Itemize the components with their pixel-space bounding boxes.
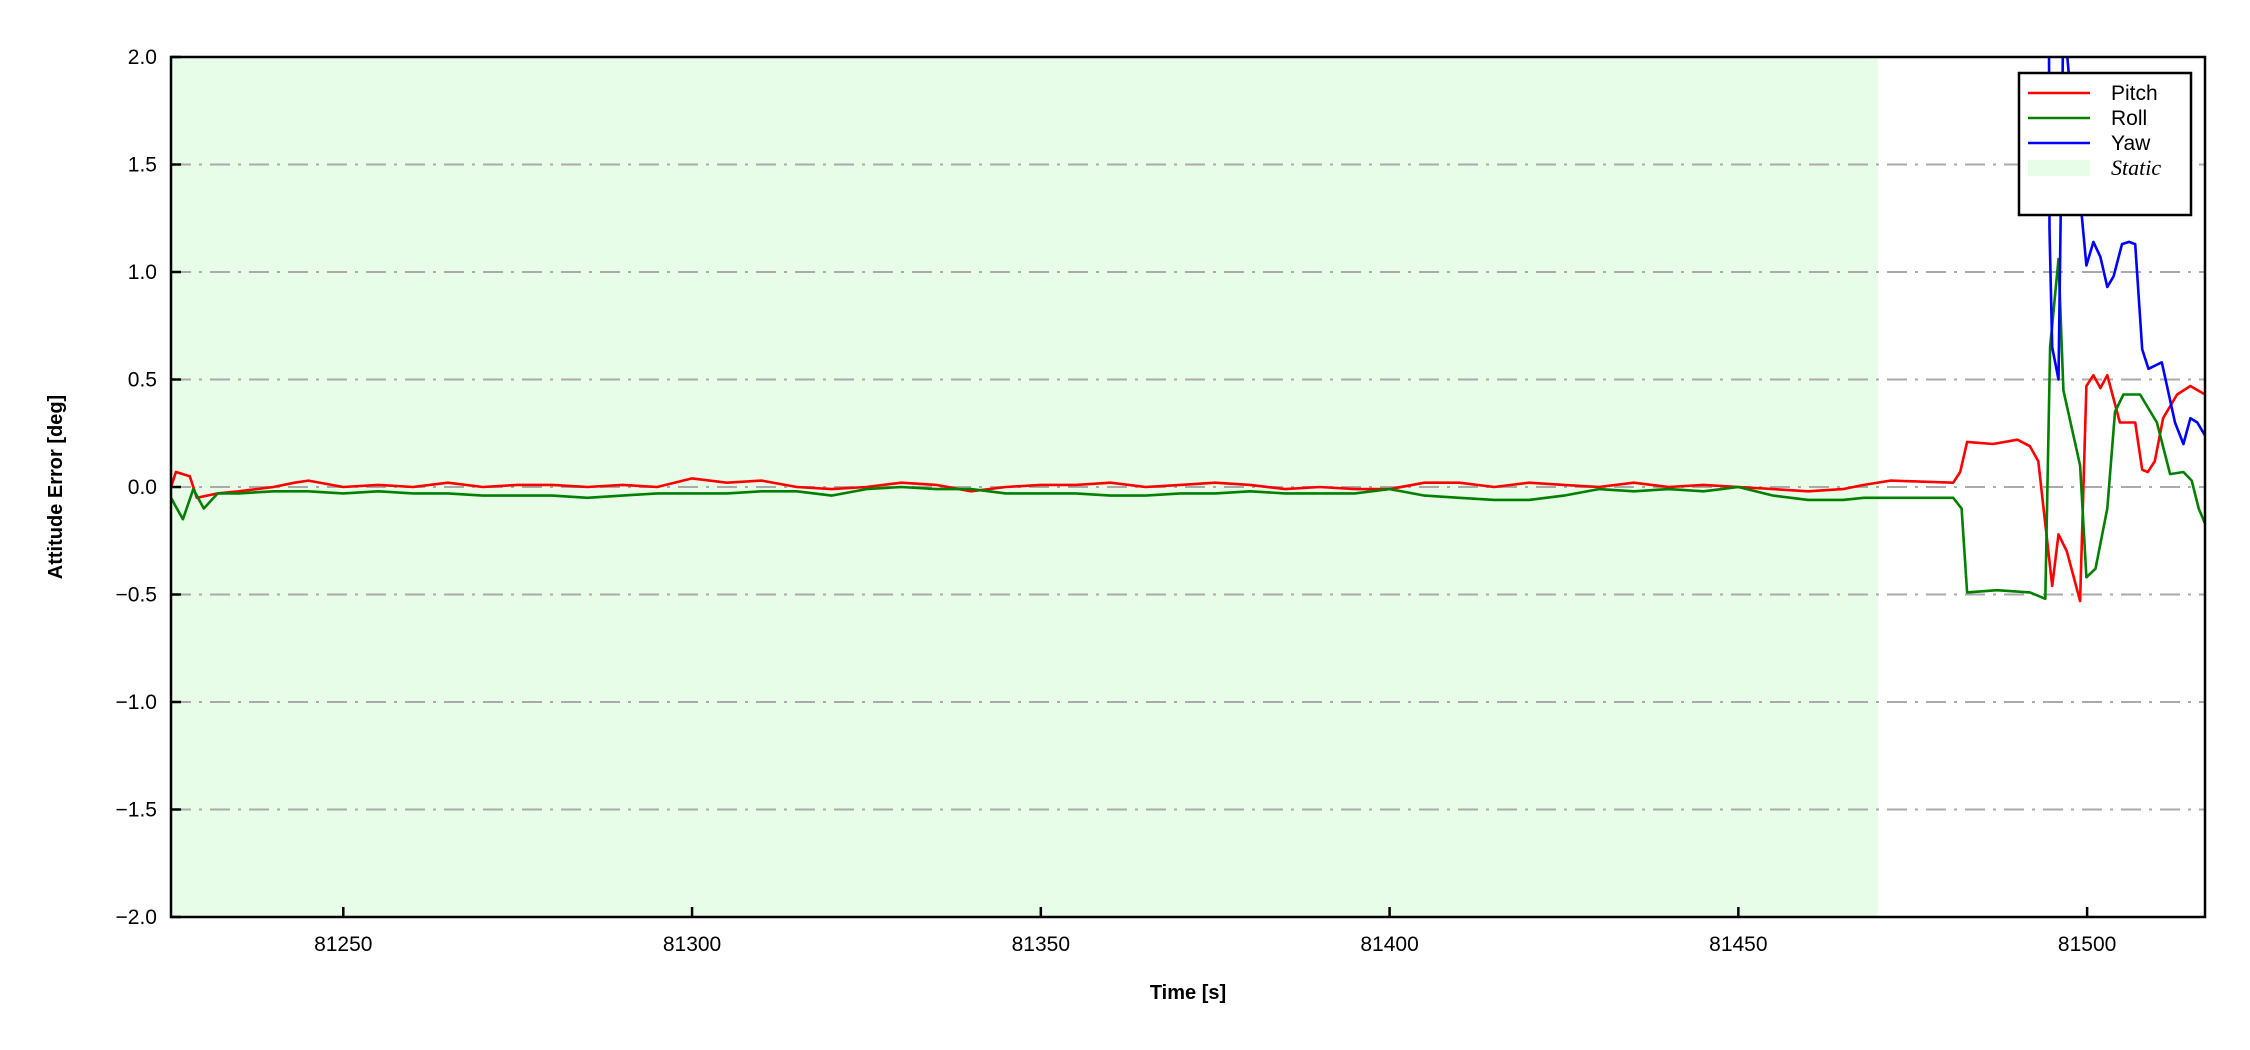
- y-tick-label: −1.0: [116, 691, 157, 714]
- legend-swatch-static: [2028, 160, 2090, 176]
- series-line-yaw: [2047, 57, 2205, 446]
- y-tick-label: −0.5: [116, 584, 157, 607]
- y-axis-label: Attitude Error [deg]: [45, 395, 67, 579]
- y-tick-label: 1.5: [128, 154, 157, 177]
- x-tick-label: 81500: [2058, 933, 2116, 956]
- legend-label-static: Static: [2111, 155, 2161, 180]
- y-tick-label: 1.0: [128, 261, 157, 284]
- x-axis-label: Time [s]: [1150, 982, 1226, 1004]
- x-tick-label: 81450: [1709, 933, 1767, 956]
- y-tick-label: 2.0: [128, 46, 157, 69]
- x-tick-label: 81400: [1360, 933, 1418, 956]
- y-tick-label: 0.0: [128, 476, 157, 499]
- series-line-roll: [171, 257, 2205, 601]
- y-tick-label: −1.5: [116, 799, 157, 822]
- x-axis-ticks: 81250 81300 81350 81400 81450 81500: [314, 907, 2116, 956]
- legend-label-yaw: Yaw: [2111, 132, 2151, 155]
- y-axis-ticks: 2.0 1.5 1.0 0.5 0.0 −0.5 −1.0 −1.5 −2.0: [116, 46, 181, 929]
- x-tick-label: 81300: [663, 933, 721, 956]
- x-tick-label: 81250: [314, 933, 372, 956]
- x-tick-label: 81350: [1012, 933, 1070, 956]
- legend-label-roll: Roll: [2111, 107, 2147, 130]
- grid-lines: [171, 163, 2205, 811]
- y-tick-label: 0.5: [128, 369, 157, 392]
- y-tick-label: −2.0: [116, 906, 157, 929]
- legend-label-pitch: Pitch: [2111, 82, 2158, 105]
